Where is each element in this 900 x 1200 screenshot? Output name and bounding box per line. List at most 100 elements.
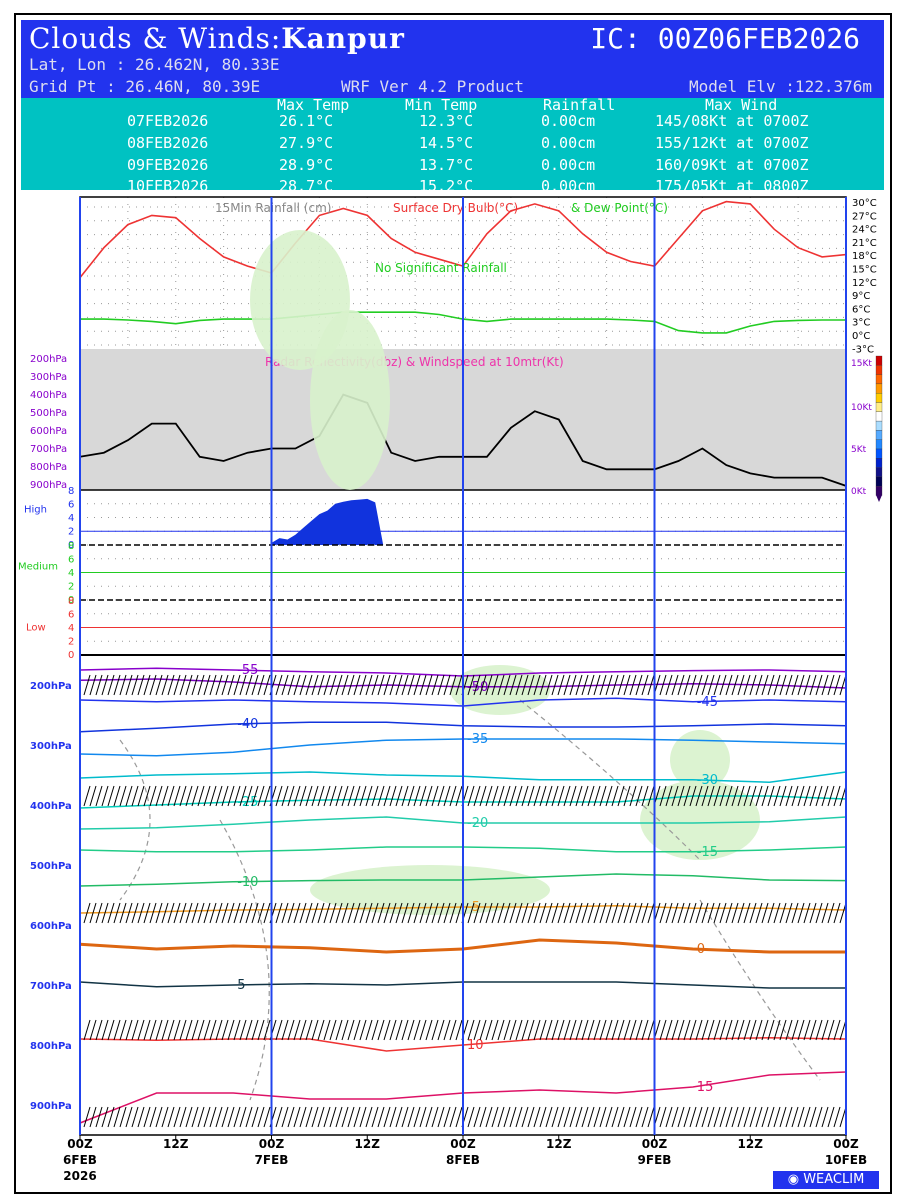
row-wind: 175/05Kt at 0800Z xyxy=(655,177,809,195)
colorbar-swatch xyxy=(875,430,883,440)
wind-barb xyxy=(737,1106,745,1128)
isotherm-label: 15 xyxy=(697,1080,714,1095)
surface-tick-label: 12°C xyxy=(852,278,877,289)
wind-barb xyxy=(503,1019,511,1041)
wind-barb xyxy=(233,902,241,924)
wind-barb xyxy=(125,902,133,924)
pressure-tick-label: 300hPa xyxy=(30,741,72,752)
wind-barb xyxy=(179,1106,187,1128)
wind-barb xyxy=(137,1106,145,1128)
cloud-tick-label: 2 xyxy=(68,582,74,593)
wind-barb xyxy=(311,902,319,924)
wind-barb xyxy=(275,674,283,696)
wind-barb xyxy=(737,674,745,696)
wind-barb xyxy=(155,674,163,696)
wind-barb xyxy=(773,674,781,696)
wind-barb xyxy=(431,1019,439,1041)
wind-barb xyxy=(395,902,403,924)
wind-barb xyxy=(329,674,337,696)
wind-barb xyxy=(587,1106,595,1128)
wind-barb xyxy=(605,1019,613,1041)
wind-barb xyxy=(287,1106,295,1128)
wind-barb xyxy=(185,1106,193,1128)
row-date: 09FEB2026 xyxy=(127,156,209,174)
wind-barb xyxy=(719,785,727,807)
wind-barb xyxy=(395,785,403,807)
wind-barb xyxy=(581,1106,589,1128)
wind-barb xyxy=(383,674,391,696)
wind-barb xyxy=(185,902,193,924)
wind-barb xyxy=(635,902,643,924)
wind-barb xyxy=(557,674,565,696)
radar-tick-label: 600hPa xyxy=(30,426,67,437)
wind-barb xyxy=(767,902,775,924)
wind-barb xyxy=(305,1019,313,1041)
wind-barb xyxy=(275,1106,283,1128)
radar-tick-label: 800hPa xyxy=(30,462,67,473)
wind-barb xyxy=(425,1019,433,1041)
wind-barb xyxy=(443,1019,451,1041)
wind-barb xyxy=(785,902,793,924)
wind-barb xyxy=(233,785,241,807)
wind-barb xyxy=(599,902,607,924)
wind-barb xyxy=(419,674,427,696)
wind-barb xyxy=(389,902,397,924)
radar-tick-label: 300hPa xyxy=(30,372,67,383)
wind-barb xyxy=(173,902,181,924)
x-tick-label: 12Z xyxy=(546,1137,572,1151)
wind-barb xyxy=(131,785,139,807)
wind-barb xyxy=(113,1019,121,1041)
wind-barb xyxy=(365,902,373,924)
wind-barb xyxy=(437,902,445,924)
colorbar-swatch xyxy=(875,383,883,394)
wind-barb xyxy=(203,674,211,696)
wind-barb xyxy=(197,902,205,924)
wind-barb xyxy=(719,1019,727,1041)
colorbar-swatch xyxy=(875,355,883,366)
wind-barb xyxy=(347,902,355,924)
wind-barb xyxy=(413,674,421,696)
wind-barb xyxy=(659,1019,667,1041)
wind-barb xyxy=(767,785,775,807)
wind-barb xyxy=(743,785,751,807)
wind-barb xyxy=(383,785,391,807)
wind-barb xyxy=(365,785,373,807)
pressure-tick-label: 400hPa xyxy=(30,801,72,812)
wind-barb xyxy=(449,1106,457,1128)
pressure-tick-label: 200hPa xyxy=(30,681,72,692)
wind-barb xyxy=(419,785,427,807)
wind-barb xyxy=(731,902,739,924)
wind-barb xyxy=(233,674,241,696)
wind-barb xyxy=(257,1019,265,1041)
wind-barb xyxy=(341,902,349,924)
wind-barb xyxy=(335,785,343,807)
wind-barb xyxy=(629,902,637,924)
wind-barb xyxy=(215,902,223,924)
wind-barb xyxy=(515,785,523,807)
wind-barb xyxy=(359,1106,367,1128)
wind-barb xyxy=(677,674,685,696)
wind-barb xyxy=(707,674,715,696)
wind-barb xyxy=(209,674,217,696)
x-tick-label: 00Z xyxy=(642,1137,668,1151)
wind-barb xyxy=(239,902,247,924)
col-header: Max Wind xyxy=(705,96,778,114)
wind-barb xyxy=(683,674,691,696)
wind-barb xyxy=(647,785,655,807)
wind-barb xyxy=(581,1019,589,1041)
wind-barb xyxy=(419,1106,427,1128)
wind-barb xyxy=(713,1019,721,1041)
wind-barb xyxy=(623,902,631,924)
wind-barb xyxy=(509,902,517,924)
wind-barb xyxy=(539,785,547,807)
wind-barb xyxy=(671,674,679,696)
wind-barb xyxy=(827,902,835,924)
wind-barb xyxy=(317,902,325,924)
radar-tick-label: 900hPa xyxy=(30,480,67,491)
wind-barb xyxy=(161,902,169,924)
wind-barb xyxy=(293,785,301,807)
wind-barb xyxy=(413,1019,421,1041)
wind-barb xyxy=(743,674,751,696)
wind-barb xyxy=(635,1019,643,1041)
isotherm-label: -55 xyxy=(237,663,258,678)
